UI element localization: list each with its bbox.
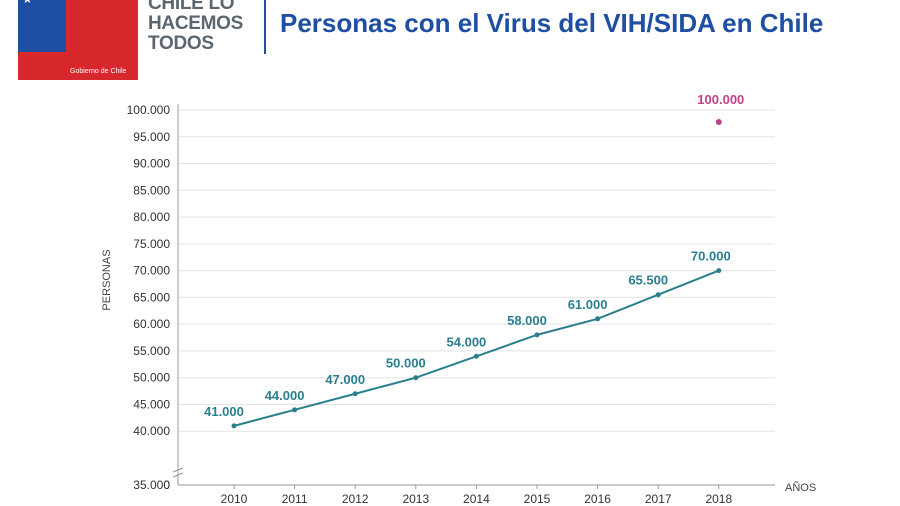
data-label: 44.000: [265, 388, 305, 403]
axis-break-mark: [172, 472, 184, 478]
x-tick-label: 2015: [524, 492, 551, 506]
slogan-line-1: CHILE LO: [148, 0, 235, 14]
highlight-label: 100.000: [697, 92, 744, 107]
data-label: 41.000: [204, 404, 244, 419]
slogan-line-2: HACEMOS: [148, 13, 244, 34]
axis-break-mark: [172, 467, 184, 473]
y-tick-label: 60.000: [133, 317, 170, 331]
y-tick-label: 50.000: [133, 371, 170, 385]
y-tick-label: 100.000: [127, 103, 171, 117]
data-point: [413, 375, 419, 381]
data-point: [231, 423, 237, 429]
data-label: 61.000: [568, 297, 608, 312]
y-tick-label: 0: [163, 478, 170, 492]
data-label: 65.500: [628, 273, 668, 288]
slogan-line-3: TODOS: [148, 33, 214, 54]
data-label: 70.000: [691, 249, 731, 264]
x-axis-title: AÑOS: [785, 481, 816, 494]
y-tick-label: 45.000: [133, 397, 170, 411]
y-tick-label: 55.000: [133, 344, 170, 358]
star-icon: ★: [22, 0, 33, 6]
logo-blue-field: [18, 0, 66, 52]
y-tick-label: 85.000: [133, 183, 170, 197]
x-tick-label: 2017: [645, 492, 672, 506]
data-point: [473, 353, 479, 359]
government-logo: ★ Gobierno de Chile: [18, 0, 138, 80]
y-axis-title: PERSONAS: [101, 249, 113, 310]
highlight-point: [715, 119, 722, 125]
data-point: [352, 391, 358, 397]
y-tick-label: 95.000: [133, 130, 170, 144]
data-point: [595, 316, 601, 322]
data-label: 54.000: [447, 334, 487, 349]
logo-red-band: [18, 52, 138, 80]
page-title: Personas con el Virus del VIH/SIDA en Ch…: [280, 8, 824, 38]
x-tick-label: 2013: [402, 492, 429, 506]
data-label: 58.000: [507, 313, 547, 328]
x-tick-label: 2010: [221, 492, 248, 506]
data-point: [292, 407, 298, 413]
y-tick-label: 35.000: [133, 478, 170, 492]
slogan: CHILE LO HACEMOS TODOS: [148, 0, 243, 54]
y-tick-label: 70.000: [133, 264, 170, 278]
data-point: [655, 292, 661, 298]
logo-caption: Gobierno de Chile: [70, 68, 127, 75]
x-tick-label: 2014: [463, 492, 490, 506]
x-tick-label: 2016: [584, 492, 611, 506]
y-tick-label: 75.000: [133, 237, 170, 251]
header-divider: [264, 0, 266, 54]
data-point: [716, 268, 722, 274]
logo-red-field: [66, 0, 138, 52]
data-label: 50.000: [386, 356, 426, 371]
x-tick-label: 2018: [705, 492, 732, 506]
data-label: 47.000: [325, 372, 365, 387]
y-tick-label: 65.000: [133, 290, 170, 304]
x-tick-label: 2011: [282, 492, 308, 506]
y-tick-label: 40.000: [133, 424, 170, 438]
x-tick-label: 2012: [342, 492, 369, 506]
y-tick-label: 80.000: [133, 210, 170, 224]
y-tick-label: 90.000: [133, 157, 170, 171]
data-point: [534, 332, 540, 338]
